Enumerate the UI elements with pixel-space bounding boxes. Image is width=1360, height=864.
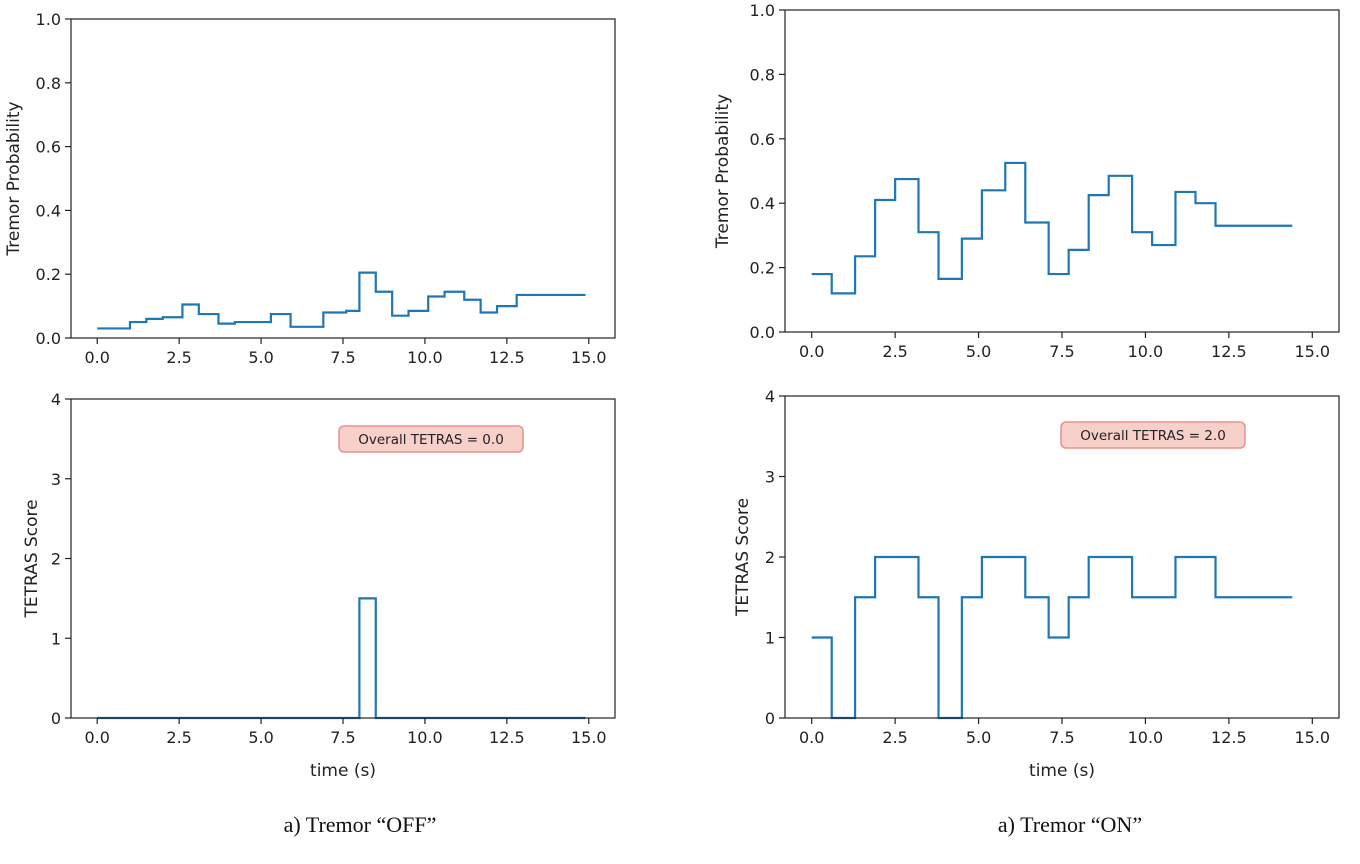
off-probability-xtick-label: 0.0 <box>84 348 109 367</box>
off-tetras-annotation-text: Overall TETRAS = 0.0 <box>358 432 504 448</box>
off-tetras-xtick-label: 10.0 <box>407 728 443 747</box>
on-probability-xtick-label: 7.5 <box>1049 342 1074 361</box>
off-probability-ytick-label: 0.8 <box>36 74 61 93</box>
off-probability-ytick-label: 0.6 <box>36 138 61 157</box>
on-tetras-ytick-label: 3 <box>765 468 775 487</box>
off-tetras-xlabel: time (s) <box>310 761 376 781</box>
on-tetras-ytick-label: 4 <box>765 387 775 406</box>
caption-off: a) Tremor “OFF” <box>283 812 437 837</box>
on-tetras-xtick-label: 0.0 <box>799 728 824 747</box>
on-probability-ytick-label: 0.6 <box>750 130 775 149</box>
on-probability-ytick-label: 0.4 <box>750 194 775 213</box>
off-tetras-ytick-label: 0 <box>51 709 61 728</box>
on-probability-xtick-label: 2.5 <box>882 342 907 361</box>
off-probability-xtick-label: 10.0 <box>407 348 443 367</box>
on-tetras-annotation-box <box>1060 421 1246 449</box>
off-tetras-xtick-label: 2.5 <box>166 728 191 747</box>
on-probability-xtick-label: 0.0 <box>799 342 824 361</box>
off-probability-xtick-label: 5.0 <box>248 348 273 367</box>
on-probability-series-line <box>811 161 1293 295</box>
on-tetras-xtick-label: 7.5 <box>1049 728 1074 747</box>
on-tetras-chart: 0.0 2.5 5.0 7.5 10.0 12.5 15.0 0 1 2 3 4 TETRAS Scor… <box>733 387 1340 781</box>
off-probability-ytick-label: 0.4 <box>36 201 61 220</box>
on-tetras-xtick-label: 10.0 <box>1128 728 1164 747</box>
on-probability-xtick-label: 12.5 <box>1211 342 1247 361</box>
off-tetras-ytick-label: 3 <box>51 470 61 489</box>
off-probability-ytick-label: 0.0 <box>36 329 61 348</box>
off-probability-ytick-label: 0.2 <box>36 265 61 284</box>
off-probability-xtick-label: 12.5 <box>489 348 525 367</box>
off-probability-ytick-label: 1.0 <box>36 10 61 29</box>
off-tetras-series-line <box>97 597 586 720</box>
on-tetras-xtick-label: 2.5 <box>882 728 907 747</box>
off-tetras-xtick-label: 0.0 <box>84 728 109 747</box>
off-tetras-xtick-label: 12.5 <box>489 728 525 747</box>
on-tetras-ytick-label: 2 <box>765 548 775 567</box>
on-probability-xtick-label: 5.0 <box>966 342 991 361</box>
off-probability-axes-frame <box>70 18 616 339</box>
off-tetras-ytick-label: 4 <box>51 390 61 409</box>
off-probability-chart: 0.0 2.5 5.0 7.5 10.0 12.5 15.0 0.0 0.2 0.4 0.6 0.8 1… <box>4 10 616 367</box>
on-tetras-ylabel: TETRAS Score <box>733 498 753 617</box>
on-tetras-xtick-label: 12.5 <box>1211 728 1247 747</box>
off-tetras-annotation-box <box>338 425 524 453</box>
on-tetras-xtick-label: 5.0 <box>966 728 991 747</box>
off-probability-xtick-label: 2.5 <box>166 348 191 367</box>
on-probability-ytick-label: 1.0 <box>750 1 775 20</box>
on-probability-xtick-label: 10.0 <box>1128 342 1164 361</box>
on-probability-ytick-label: 0.2 <box>750 259 775 278</box>
on-tetras-annotation-text: Overall TETRAS = 2.0 <box>1080 428 1226 444</box>
on-tetras-ytick-label: 0 <box>765 709 775 728</box>
on-probability-chart: 0.0 2.5 5.0 7.5 10.0 12.5 15.0 0.0 0.2 0.4 0.6 0.8 1… <box>713 1 1340 361</box>
on-probability-axes-frame <box>784 9 1340 333</box>
off-tetras-chart: 0.0 2.5 5.0 7.5 10.0 12.5 15.0 0 1 2 3 4 TETRAS Scor… <box>22 390 616 781</box>
on-tetras-series-line <box>811 555 1293 720</box>
off-tetras-xtick-label: 15.0 <box>571 728 607 747</box>
off-probability-xtick-label: 7.5 <box>330 348 355 367</box>
on-probability-ytick-label: 0.8 <box>750 65 775 84</box>
caption-on: a) Tremor “ON” <box>997 812 1143 837</box>
off-probability-xtick-label: 15.0 <box>571 348 607 367</box>
off-probability-ylabel: Tremor Probability <box>4 101 24 256</box>
off-tetras-ytick-label: 2 <box>51 550 61 569</box>
on-probability-ylabel: Tremor Probability <box>713 94 733 249</box>
off-tetras-xtick-label: 7.5 <box>330 728 355 747</box>
off-tetras-ylabel: TETRAS Score <box>22 499 42 618</box>
on-probability-ytick-label: 0.0 <box>750 323 775 342</box>
off-tetras-xtick-label: 5.0 <box>248 728 273 747</box>
off-tetras-ytick-label: 1 <box>51 629 61 648</box>
off-probability-series-line <box>97 271 586 330</box>
on-tetras-xtick-label: 15.0 <box>1294 728 1330 747</box>
on-probability-xtick-label: 15.0 <box>1294 342 1330 361</box>
on-tetras-xlabel: time (s) <box>1029 761 1095 781</box>
on-tetras-ytick-label: 1 <box>765 629 775 648</box>
